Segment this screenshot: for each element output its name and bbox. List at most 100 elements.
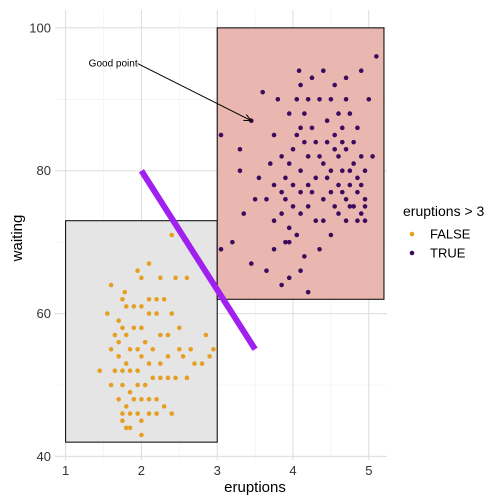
point-false: [180, 354, 186, 359]
point-true: [298, 82, 303, 88]
point-false: [161, 404, 167, 409]
point-true: [370, 154, 375, 159]
highlight-rect-2: [216, 27, 385, 300]
point-false: [146, 361, 152, 366]
point-true: [339, 168, 345, 174]
point-true: [343, 75, 349, 81]
point-true: [279, 189, 284, 195]
highlight-rect-1: [65, 220, 218, 443]
point-true: [296, 68, 302, 74]
point-false: [211, 346, 216, 352]
point-true: [358, 68, 364, 74]
point-true: [355, 189, 360, 195]
point-true: [332, 82, 337, 88]
point-false: [139, 304, 144, 309]
point-false: [146, 296, 152, 302]
point-false: [207, 354, 212, 359]
point-false: [146, 411, 152, 416]
y-tick-label: 40: [37, 449, 51, 464]
point-true: [328, 96, 334, 102]
point-false: [123, 404, 129, 409]
point-false: [108, 382, 114, 388]
x-tick-labels: 1 2 3 4 5: [62, 463, 372, 478]
point-true: [305, 204, 311, 209]
point-true: [283, 196, 288, 202]
point-false: [135, 268, 140, 274]
point-true: [218, 132, 224, 138]
point-true: [358, 211, 364, 216]
point-false: [112, 368, 118, 374]
legend-label-true: TRUE: [430, 246, 466, 261]
point-true: [309, 125, 315, 131]
point-false: [120, 296, 125, 302]
point-false: [142, 382, 148, 388]
point-false: [127, 368, 133, 374]
point-true: [321, 161, 326, 166]
point-false: [120, 382, 125, 388]
point-true: [362, 168, 368, 174]
point-false: [165, 332, 171, 338]
point-false: [127, 346, 133, 352]
point-false: [108, 282, 114, 288]
point-true: [347, 111, 353, 116]
point-true: [358, 182, 364, 188]
point-false: [158, 332, 163, 338]
point-true: [328, 232, 334, 238]
y-tick-label: 80: [37, 163, 51, 178]
point-true: [294, 232, 300, 238]
point-true: [249, 261, 254, 266]
point-false: [142, 339, 148, 345]
point-true: [355, 125, 360, 131]
annotation-arrowhead: [243, 114, 253, 122]
point-true: [305, 182, 311, 188]
point-false: [105, 311, 110, 316]
point-false: [120, 325, 125, 331]
point-false: [116, 318, 121, 324]
point-false: [177, 325, 182, 331]
point-false: [146, 396, 152, 402]
point-true: [362, 218, 368, 224]
point-true: [343, 146, 349, 152]
point-false: [203, 332, 209, 338]
point-true: [279, 282, 284, 288]
point-true: [230, 239, 235, 245]
point-true: [339, 189, 345, 195]
point-true: [336, 111, 341, 116]
point-true: [256, 175, 262, 181]
point-false: [184, 275, 190, 281]
point-false: [199, 361, 205, 366]
point-true: [321, 218, 326, 224]
point-true: [347, 168, 353, 174]
point-true: [343, 218, 349, 224]
legend-key-true: [409, 250, 415, 256]
point-true: [313, 218, 319, 224]
x-axis-title: eruptions: [224, 479, 286, 496]
point-false: [112, 332, 118, 338]
point-true: [332, 132, 337, 138]
point-false: [154, 311, 159, 316]
point-false: [97, 368, 103, 374]
point-false: [120, 368, 125, 374]
point-true: [290, 182, 296, 188]
point-true: [302, 111, 307, 116]
point-false: [139, 275, 144, 281]
point-true: [343, 96, 349, 102]
point-false: [131, 304, 137, 309]
point-true: [355, 175, 360, 181]
point-true: [271, 246, 277, 252]
point-true: [298, 211, 303, 216]
point-false: [150, 375, 156, 381]
point-false: [188, 346, 193, 352]
point-true: [362, 196, 368, 202]
point-false: [123, 332, 129, 338]
point-true: [302, 254, 307, 259]
point-true: [336, 182, 341, 188]
point-true: [298, 168, 303, 174]
point-false: [146, 261, 152, 266]
highlight-rectangles: [65, 27, 385, 443]
point-true: [347, 182, 353, 188]
point-true: [279, 211, 284, 216]
point-true: [351, 139, 356, 145]
point-true: [324, 175, 330, 181]
